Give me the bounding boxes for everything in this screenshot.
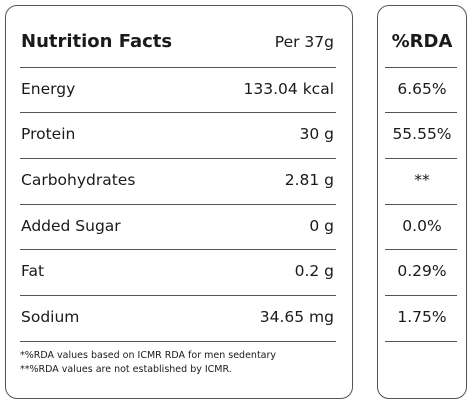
- rda-panel: [377, 5, 467, 399]
- footnote: *%RDA values based on ICMR RDA for men s…: [20, 350, 277, 361]
- amount: 133.04 kcal: [243, 79, 334, 98]
- amount: 0 g: [309, 216, 334, 235]
- footnote: **%RDA values are not established by ICM…: [20, 364, 232, 375]
- nutrient: Sodium: [21, 308, 80, 326]
- rda: **: [414, 171, 430, 189]
- rda-divider: [385, 295, 457, 296]
- rda-divider: [385, 112, 457, 113]
- divider: [20, 67, 336, 68]
- nutrient: Added Sugar: [21, 216, 121, 235]
- nutrient: Protein: [21, 125, 76, 143]
- rda-divider: [385, 204, 457, 205]
- rda-divider: [385, 67, 457, 68]
- serving: Per 37g: [274, 33, 334, 51]
- amount: 34.65 mg: [259, 308, 334, 326]
- divider: [20, 112, 336, 113]
- divider: [20, 249, 336, 250]
- divider: [20, 204, 336, 205]
- amount: 30 g: [299, 125, 335, 143]
- amount: 2.81 g: [284, 171, 334, 189]
- rda: 6.65%: [397, 79, 447, 98]
- rda-divider: [385, 158, 457, 159]
- amount: 0.2 g: [294, 262, 334, 280]
- divider: [20, 295, 336, 296]
- divider: [20, 158, 336, 159]
- rda: 0.0%: [402, 216, 442, 235]
- title: Nutrition Facts: [21, 31, 173, 52]
- rda-divider: [385, 341, 457, 342]
- nutrient: Energy: [21, 79, 76, 98]
- rda-title: %RDA: [391, 31, 453, 52]
- rda: 0.29%: [397, 262, 447, 280]
- rda: 1.75%: [397, 308, 447, 326]
- divider: [20, 341, 336, 342]
- rda: 55.55%: [392, 125, 452, 143]
- nutrient: Fat: [21, 262, 45, 280]
- facts-panel: [5, 5, 353, 399]
- nutrient: Carbohydrates: [21, 171, 136, 189]
- rda-divider: [385, 249, 457, 250]
